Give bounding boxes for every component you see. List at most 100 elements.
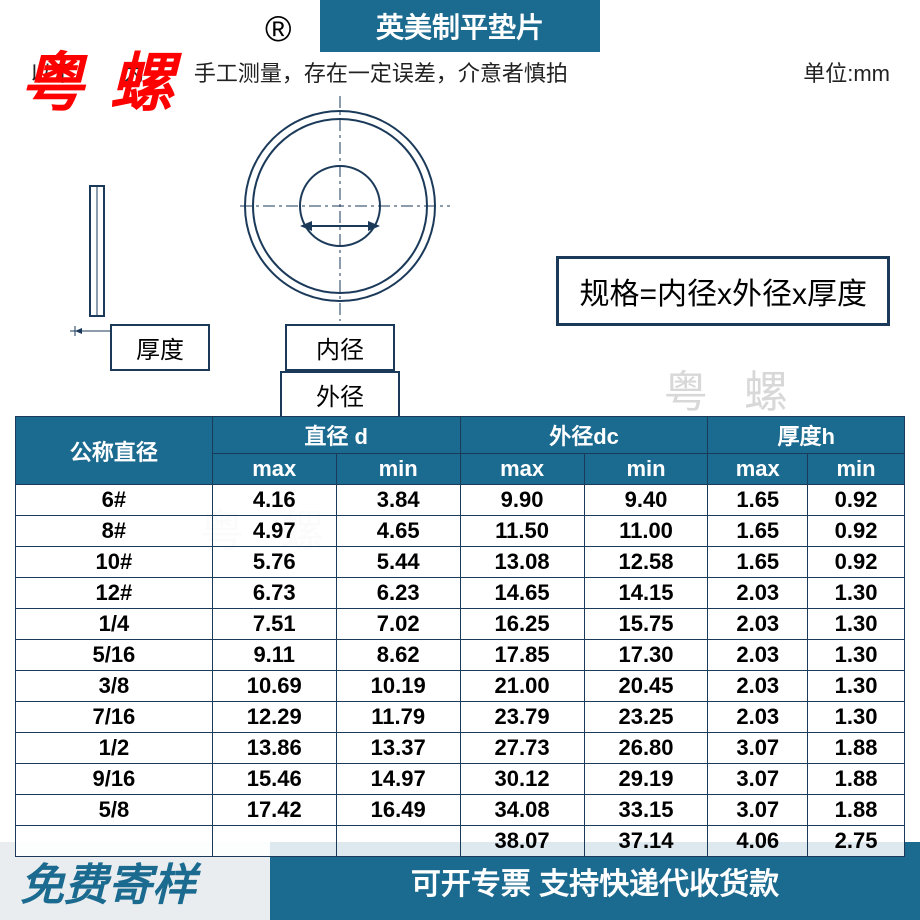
table-cell: 15.75 [584, 609, 708, 640]
spec-table: 公称直径 直径 d 外径dc 厚度h max min max min max m… [15, 416, 905, 857]
table-cell: 1.30 [808, 702, 905, 733]
table-row: 6#4.163.849.909.401.650.92 [16, 485, 905, 516]
table-cell: 23.25 [584, 702, 708, 733]
table-cell: 4.97 [212, 516, 336, 547]
col-dc-min: min [584, 454, 708, 485]
table-row: 8#4.974.6511.5011.001.650.92 [16, 516, 905, 547]
table-cell: 13.08 [460, 547, 584, 578]
table-row: 12#6.736.2314.6514.152.031.30 [16, 578, 905, 609]
table-row: 9/1615.4614.9730.1229.193.071.88 [16, 764, 905, 795]
brand-logo: 粤 螺 [20, 32, 178, 124]
table-cell: 1.65 [708, 516, 808, 547]
table-cell: 0.92 [808, 485, 905, 516]
table-cell: 11.00 [584, 516, 708, 547]
col-h-min: min [808, 454, 905, 485]
table-cell: 0.92 [808, 547, 905, 578]
table-cell: 7/16 [16, 702, 213, 733]
table-row: 5/169.118.6217.8517.302.031.30 [16, 640, 905, 671]
table-cell: 1.30 [808, 578, 905, 609]
table-cell: 13.37 [336, 733, 460, 764]
col-outer-dc: 外径dc [460, 417, 708, 454]
table-cell: 13.86 [212, 733, 336, 764]
table-cell: 15.46 [212, 764, 336, 795]
table-cell: 2.03 [708, 671, 808, 702]
table-cell: 34.08 [460, 795, 584, 826]
table-cell: 10.69 [212, 671, 336, 702]
table-cell: 5/16 [16, 640, 213, 671]
table-cell: 37.14 [584, 826, 708, 857]
table-cell: 12.58 [584, 547, 708, 578]
table-cell: 26.80 [584, 733, 708, 764]
table-cell: 2.03 [708, 609, 808, 640]
table-cell: 20.45 [584, 671, 708, 702]
table-cell: 6.73 [212, 578, 336, 609]
table-cell: 17.85 [460, 640, 584, 671]
table-row: 7/1612.2911.7923.7923.252.031.30 [16, 702, 905, 733]
table-cell: 1.88 [808, 733, 905, 764]
table-cell: 1.30 [808, 640, 905, 671]
washer-top-view [240, 96, 460, 326]
table-cell: 4.16 [212, 485, 336, 516]
table-cell: 2.03 [708, 702, 808, 733]
table-cell: 12.29 [212, 702, 336, 733]
table-cell: 1.65 [708, 485, 808, 516]
table-cell: 14.65 [460, 578, 584, 609]
table-cell: 21.00 [460, 671, 584, 702]
table-cell: 16.25 [460, 609, 584, 640]
table-row: 38.0737.144.062.75 [16, 826, 905, 857]
table-cell: 1.30 [808, 609, 905, 640]
table-cell: 3.84 [336, 485, 460, 516]
table-cell: 7.51 [212, 609, 336, 640]
table-cell: 7.02 [336, 609, 460, 640]
table-cell: 9.40 [584, 485, 708, 516]
table-cell: 12# [16, 578, 213, 609]
table-cell: 2.03 [708, 578, 808, 609]
table-cell: 5.44 [336, 547, 460, 578]
table-cell: 33.15 [584, 795, 708, 826]
table-row: 1/47.517.0216.2515.752.031.30 [16, 609, 905, 640]
table-cell: 4.65 [336, 516, 460, 547]
watermark-1: 粤 螺 [664, 356, 800, 420]
table-cell: 11.79 [336, 702, 460, 733]
table-cell: 23.79 [460, 702, 584, 733]
table-cell: 17.30 [584, 640, 708, 671]
table-cell: 3.07 [708, 795, 808, 826]
washer-side-view [70, 176, 130, 336]
table-cell: 8.62 [336, 640, 460, 671]
col-thickness-h: 厚度h [708, 417, 905, 454]
title-bar: 英美制平垫片 [320, 0, 600, 52]
thickness-label: 厚度 [110, 324, 210, 371]
table-cell: 1.88 [808, 764, 905, 795]
diagram-area: 厚度 内径 外径 规格=内径x外径x厚度 粤 螺 [0, 96, 920, 416]
table-cell: 2.75 [808, 826, 905, 857]
inner-diameter-label: 内径 [285, 324, 395, 371]
table-cell: 9.11 [212, 640, 336, 671]
table-cell: 5.76 [212, 547, 336, 578]
table-cell: 3/8 [16, 671, 213, 702]
table-cell: 10# [16, 547, 213, 578]
table-cell: 3.07 [708, 733, 808, 764]
table-cell: 6# [16, 485, 213, 516]
table-cell: 1.88 [808, 795, 905, 826]
col-nominal: 公称直径 [16, 417, 213, 485]
spec-formula-box: 规格=内径x外径x厚度 [556, 256, 890, 326]
col-d-max: max [212, 454, 336, 485]
header-row-1: 公称直径 直径 d 外径dc 厚度h [16, 417, 905, 454]
table-cell: 9.90 [460, 485, 584, 516]
table-cell: 38.07 [460, 826, 584, 857]
table-cell: 29.19 [584, 764, 708, 795]
table-cell: 9/16 [16, 764, 213, 795]
unit-label: 单位:mm [803, 56, 890, 88]
table-cell: 1/4 [16, 609, 213, 640]
table-cell: 16.49 [336, 795, 460, 826]
table-cell: 8# [16, 516, 213, 547]
table-cell: 14.97 [336, 764, 460, 795]
col-h-max: max [708, 454, 808, 485]
table-cell: 3.07 [708, 764, 808, 795]
table-cell: 5/8 [16, 795, 213, 826]
col-d-min: min [336, 454, 460, 485]
table-row: 1/213.8613.3727.7326.803.071.88 [16, 733, 905, 764]
table-cell: 17.42 [212, 795, 336, 826]
table-cell: 11.50 [460, 516, 584, 547]
col-diameter-d: 直径 d [212, 417, 460, 454]
